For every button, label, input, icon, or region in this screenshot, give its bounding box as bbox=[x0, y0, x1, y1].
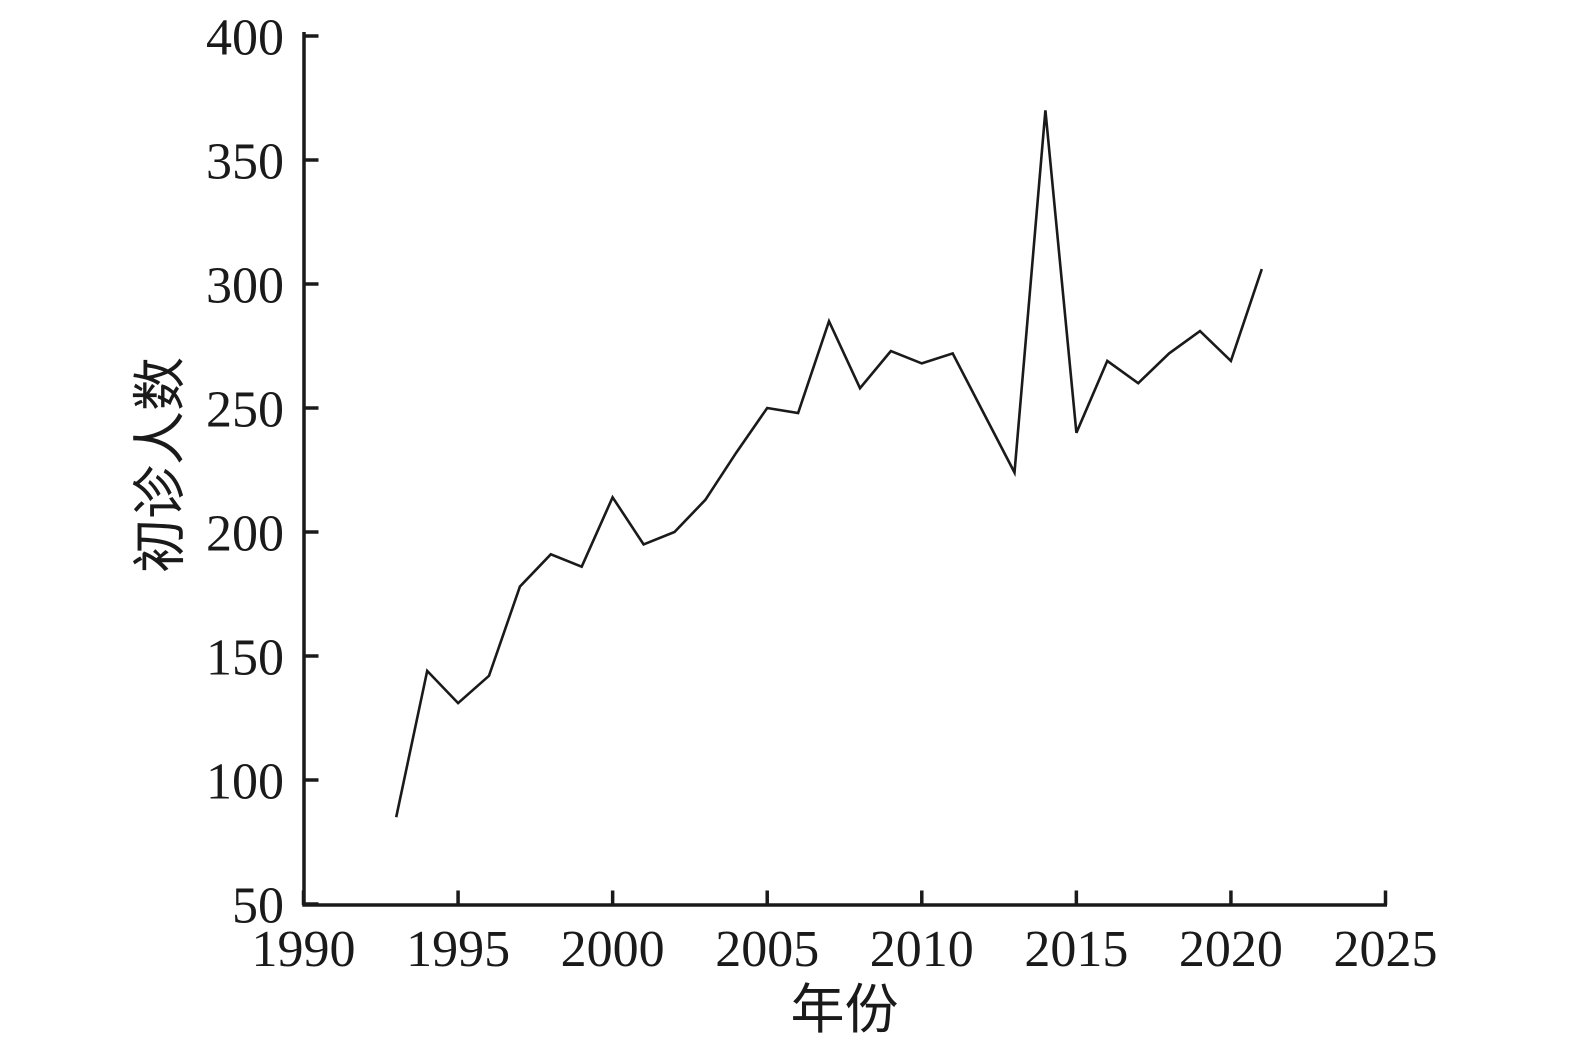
data-series-line bbox=[394, 110, 1264, 818]
axes bbox=[302, 32, 1387, 907]
x-tick-label: 1995 bbox=[406, 921, 510, 978]
y-tick-label: 200 bbox=[206, 506, 284, 563]
axis-lines bbox=[302, 32, 1387, 907]
x-tick-label: 2025 bbox=[1334, 921, 1438, 978]
x-tick-label: 2020 bbox=[1179, 921, 1283, 978]
x-axis-label: 年份 bbox=[791, 980, 899, 1040]
x-tick-label: 2005 bbox=[715, 921, 819, 978]
axis-ticks bbox=[301, 34, 1388, 906]
y-tick-label: 300 bbox=[206, 258, 284, 315]
x-tick-label: 2000 bbox=[561, 921, 665, 978]
y-axis-label: 初诊人数 bbox=[130, 357, 190, 573]
x-tick-label: 2010 bbox=[870, 921, 974, 978]
tick-labels: 50 100 150 200 250 300 350 400 1990 1995 2000 2005 2… bbox=[206, 10, 1438, 978]
y-tick-label: 150 bbox=[206, 630, 284, 687]
y-tick-label: 350 bbox=[206, 134, 284, 191]
x-tick-label: 2015 bbox=[1024, 921, 1128, 978]
y-tick-label: 100 bbox=[206, 754, 284, 811]
y-tick-label: 250 bbox=[206, 382, 284, 439]
x-tick-label: 1990 bbox=[252, 921, 356, 978]
y-tick-label: 400 bbox=[206, 10, 284, 67]
y-tick-label: 50 bbox=[232, 878, 284, 935]
